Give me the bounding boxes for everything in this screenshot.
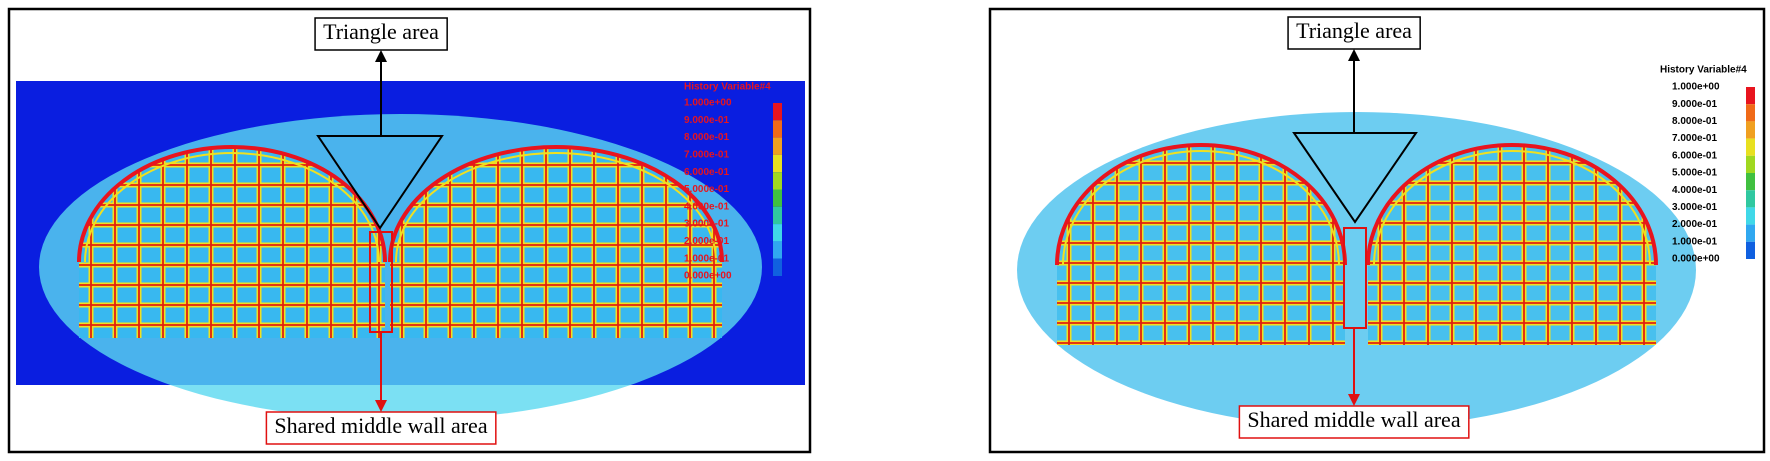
legend-label: 5.000e-01 [684, 184, 729, 195]
triangle-label-box [1287, 16, 1421, 50]
legend-label: 2.000e-01 [1672, 219, 1717, 230]
arch-lining [1055, 143, 1347, 266]
arch-lining-edge [1373, 150, 1651, 266]
legend-label: 6.000e-01 [1672, 150, 1717, 161]
legend-label: 4.000e-01 [684, 201, 729, 212]
legend-swatch [773, 103, 782, 121]
legend-swatch [773, 172, 782, 190]
legend-label: 7.000e-01 [1672, 133, 1717, 144]
legend-swatch [773, 206, 782, 225]
legend-swatch [1746, 241, 1755, 259]
legend-label: 1.000e-01 [1672, 236, 1717, 247]
legend-label: 1.000e+00 [684, 98, 732, 109]
legend-swatch [773, 189, 782, 207]
legend-label: 6.000e-01 [684, 167, 729, 178]
triangle-label: Triangle area [323, 19, 439, 44]
legend-swatch [773, 137, 782, 155]
legend-swatch [1746, 121, 1755, 139]
legend-swatch [1746, 87, 1755, 105]
legend-swatch [1746, 173, 1755, 191]
legend-label: 1.000e-01 [684, 253, 729, 264]
legend-swatch [1746, 207, 1755, 225]
arch-lining [388, 145, 724, 263]
legend-swatch [1746, 138, 1755, 156]
legend-label: 8.000e-01 [1672, 116, 1717, 127]
wall-label: Shared middle wall area [1247, 407, 1460, 432]
triangle-label: Triangle area [1296, 18, 1412, 43]
legend-label: 0.000e+00 [684, 271, 732, 282]
legend-label: 7.000e-01 [684, 150, 729, 161]
legend-swatch [773, 241, 782, 259]
legend-label: 9.000e-01 [684, 115, 729, 126]
legend-swatch [773, 258, 782, 276]
legend-swatch [773, 120, 782, 138]
legend-title: History Variable#4 [684, 82, 771, 93]
legend-label: 3.000e-01 [1672, 202, 1717, 213]
legend-swatch [773, 154, 782, 173]
legend-title: History Variable#4 [1660, 65, 1747, 76]
panel: Triangle area Shared middle wall area Hist… [7, 7, 812, 454]
panel: Triangle area Shared middle wall area Hist… [988, 7, 1766, 454]
legend-label: 1.000e+00 [1672, 82, 1720, 93]
arch-lining-edge [84, 152, 380, 263]
triangle-label-box [314, 17, 448, 51]
legend-label: 2.000e-01 [684, 236, 729, 247]
legend-label: 5.000e-01 [1672, 168, 1717, 179]
arch-lining-edge [395, 152, 717, 263]
legend-swatch [1746, 190, 1755, 208]
wall-label-box [1238, 405, 1470, 439]
legend-label: 8.000e-01 [684, 132, 729, 143]
wall-label: Shared middle wall area [274, 413, 487, 438]
legend-label: 0.000e+00 [1672, 254, 1720, 265]
legend-swatch [1746, 224, 1755, 242]
legend-label: 3.000e-01 [684, 219, 729, 230]
arch-lining-edge [1062, 150, 1340, 266]
legend-label: 4.000e-01 [1672, 185, 1717, 196]
legend-swatch [1746, 155, 1755, 173]
wall-label-box [265, 411, 497, 445]
legend-swatch [773, 224, 782, 242]
arch-lining [1366, 143, 1658, 266]
legend-label: 9.000e-01 [1672, 99, 1717, 110]
legend-swatch [1746, 104, 1755, 122]
